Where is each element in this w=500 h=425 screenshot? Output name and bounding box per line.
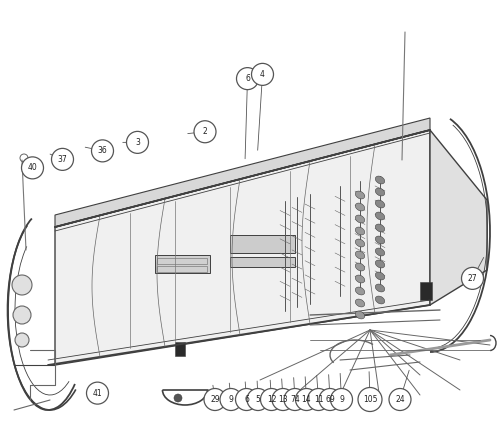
Ellipse shape xyxy=(376,296,384,304)
Bar xyxy=(420,282,432,300)
Text: 41: 41 xyxy=(92,388,102,398)
Circle shape xyxy=(174,394,182,402)
Ellipse shape xyxy=(356,191,364,199)
Circle shape xyxy=(86,382,108,404)
Circle shape xyxy=(252,63,274,85)
Ellipse shape xyxy=(376,272,384,280)
Text: 24: 24 xyxy=(395,395,405,404)
Circle shape xyxy=(358,388,382,411)
Ellipse shape xyxy=(376,212,384,220)
Bar xyxy=(155,255,210,273)
Ellipse shape xyxy=(376,260,384,268)
Ellipse shape xyxy=(376,224,384,232)
Ellipse shape xyxy=(356,239,364,247)
Circle shape xyxy=(22,157,44,179)
Text: 9: 9 xyxy=(228,395,234,404)
Bar xyxy=(175,342,185,356)
Ellipse shape xyxy=(356,311,364,319)
Circle shape xyxy=(296,388,318,411)
Text: 74: 74 xyxy=(290,395,300,404)
Text: 3: 3 xyxy=(135,138,140,147)
Ellipse shape xyxy=(356,215,364,223)
Bar xyxy=(230,235,295,253)
Circle shape xyxy=(13,306,31,324)
Ellipse shape xyxy=(356,227,364,235)
Text: 14: 14 xyxy=(302,395,312,404)
Bar xyxy=(157,266,207,272)
Ellipse shape xyxy=(376,248,384,256)
Ellipse shape xyxy=(356,287,364,295)
Ellipse shape xyxy=(356,275,364,283)
Text: 69: 69 xyxy=(325,395,335,404)
Text: 12: 12 xyxy=(267,395,276,404)
Circle shape xyxy=(220,388,242,411)
Text: 11: 11 xyxy=(314,395,323,404)
Circle shape xyxy=(260,388,282,411)
Circle shape xyxy=(236,68,258,90)
Circle shape xyxy=(204,388,226,411)
Text: 13: 13 xyxy=(278,395,288,404)
Text: 105: 105 xyxy=(363,395,378,404)
Circle shape xyxy=(330,388,352,411)
Circle shape xyxy=(462,267,483,289)
Circle shape xyxy=(319,388,341,411)
Polygon shape xyxy=(55,130,430,365)
Circle shape xyxy=(52,148,74,170)
Polygon shape xyxy=(430,130,487,305)
Ellipse shape xyxy=(376,200,384,208)
Text: 27: 27 xyxy=(468,274,477,283)
Ellipse shape xyxy=(356,263,364,271)
Circle shape xyxy=(236,388,258,411)
Ellipse shape xyxy=(356,203,364,211)
Circle shape xyxy=(247,388,269,411)
Ellipse shape xyxy=(356,251,364,259)
Circle shape xyxy=(15,333,29,347)
Ellipse shape xyxy=(376,284,384,292)
Text: 4: 4 xyxy=(260,70,265,79)
Text: 2: 2 xyxy=(202,127,207,136)
Text: 9: 9 xyxy=(339,395,344,404)
Text: 5: 5 xyxy=(256,395,260,404)
Circle shape xyxy=(284,388,306,411)
Ellipse shape xyxy=(356,299,364,307)
Circle shape xyxy=(12,275,32,295)
Circle shape xyxy=(194,121,216,143)
Text: 6: 6 xyxy=(245,74,250,83)
Circle shape xyxy=(92,140,114,162)
Ellipse shape xyxy=(376,188,384,196)
Circle shape xyxy=(272,388,294,411)
Ellipse shape xyxy=(376,236,384,244)
Circle shape xyxy=(389,388,411,411)
Circle shape xyxy=(126,131,148,153)
Text: 29: 29 xyxy=(210,395,220,404)
Text: 37: 37 xyxy=(58,155,68,164)
Polygon shape xyxy=(55,118,430,227)
Text: 6: 6 xyxy=(244,395,249,404)
Text: 40: 40 xyxy=(28,163,38,173)
Bar xyxy=(230,257,295,267)
Text: 36: 36 xyxy=(98,146,108,156)
Circle shape xyxy=(308,388,330,411)
Ellipse shape xyxy=(376,176,384,184)
Bar xyxy=(157,258,207,264)
